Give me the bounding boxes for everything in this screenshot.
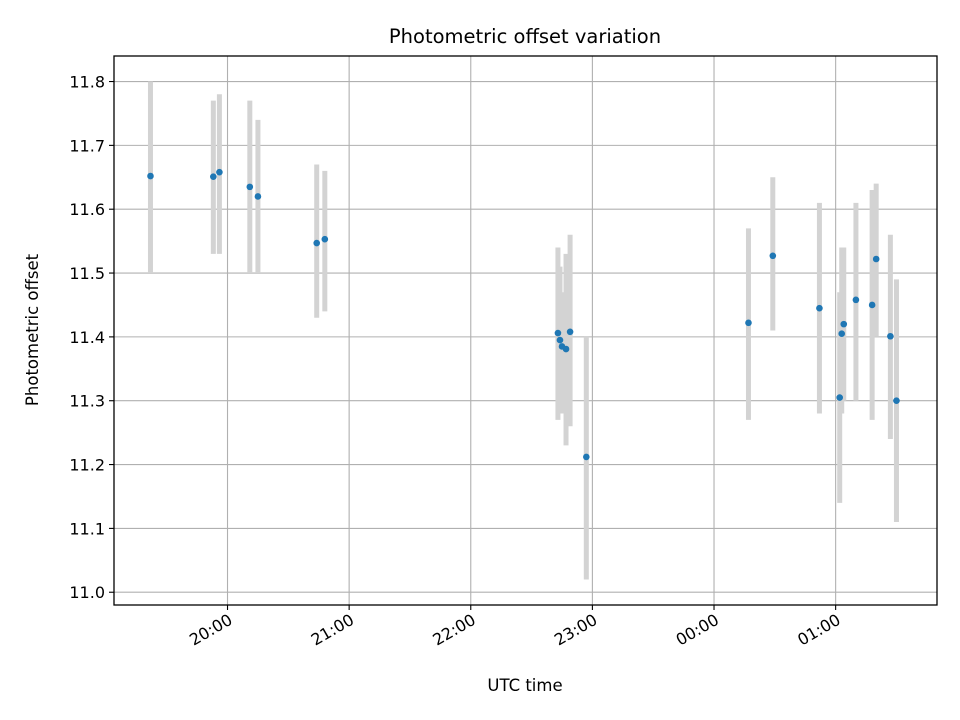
y-tick-label: 11.1: [69, 519, 105, 538]
data-point: [769, 252, 777, 260]
data-point: [556, 336, 564, 344]
y-tick-label: 11.2: [69, 456, 105, 475]
data-point: [321, 235, 329, 243]
chart-title: Photometric offset variation: [389, 25, 661, 48]
data-point: [816, 304, 823, 312]
y-tick-label: 11.8: [69, 73, 105, 92]
data-point: [254, 193, 262, 200]
data-point: [872, 255, 880, 263]
data-point: [893, 397, 900, 405]
data-point: [745, 319, 752, 327]
data-point: [583, 453, 590, 461]
y-tick-label: 11.4: [69, 328, 105, 347]
data-point: [554, 329, 562, 337]
y-tick-label: 11.0: [69, 583, 105, 602]
data-point: [313, 239, 321, 247]
y-tick-label: 11.6: [69, 200, 105, 219]
data-point: [562, 345, 570, 353]
data-point: [840, 320, 848, 328]
data-point: [852, 296, 860, 304]
y-axis-ticks: 11.0 11.1 11.2 11.3 11.4 11.5 11.6 11.7 11.8: [69, 73, 114, 602]
data-point: [566, 328, 574, 336]
y-tick-label: 11.5: [69, 264, 105, 283]
data-point: [887, 332, 894, 340]
data-point: [836, 394, 843, 401]
data-point: [868, 301, 876, 309]
y-axis-label: Photometric offset: [23, 253, 42, 406]
data-point: [210, 173, 217, 180]
data-point: [246, 183, 254, 191]
y-tick-label: 11.7: [69, 136, 105, 155]
x-axis-label: UTC time: [487, 676, 562, 695]
y-tick-label: 11.3: [69, 392, 105, 411]
data-point: [838, 330, 846, 337]
data-points: [147, 168, 900, 461]
plot-frame: [113, 55, 938, 606]
data-point: [216, 168, 223, 176]
data-point: [147, 172, 154, 180]
